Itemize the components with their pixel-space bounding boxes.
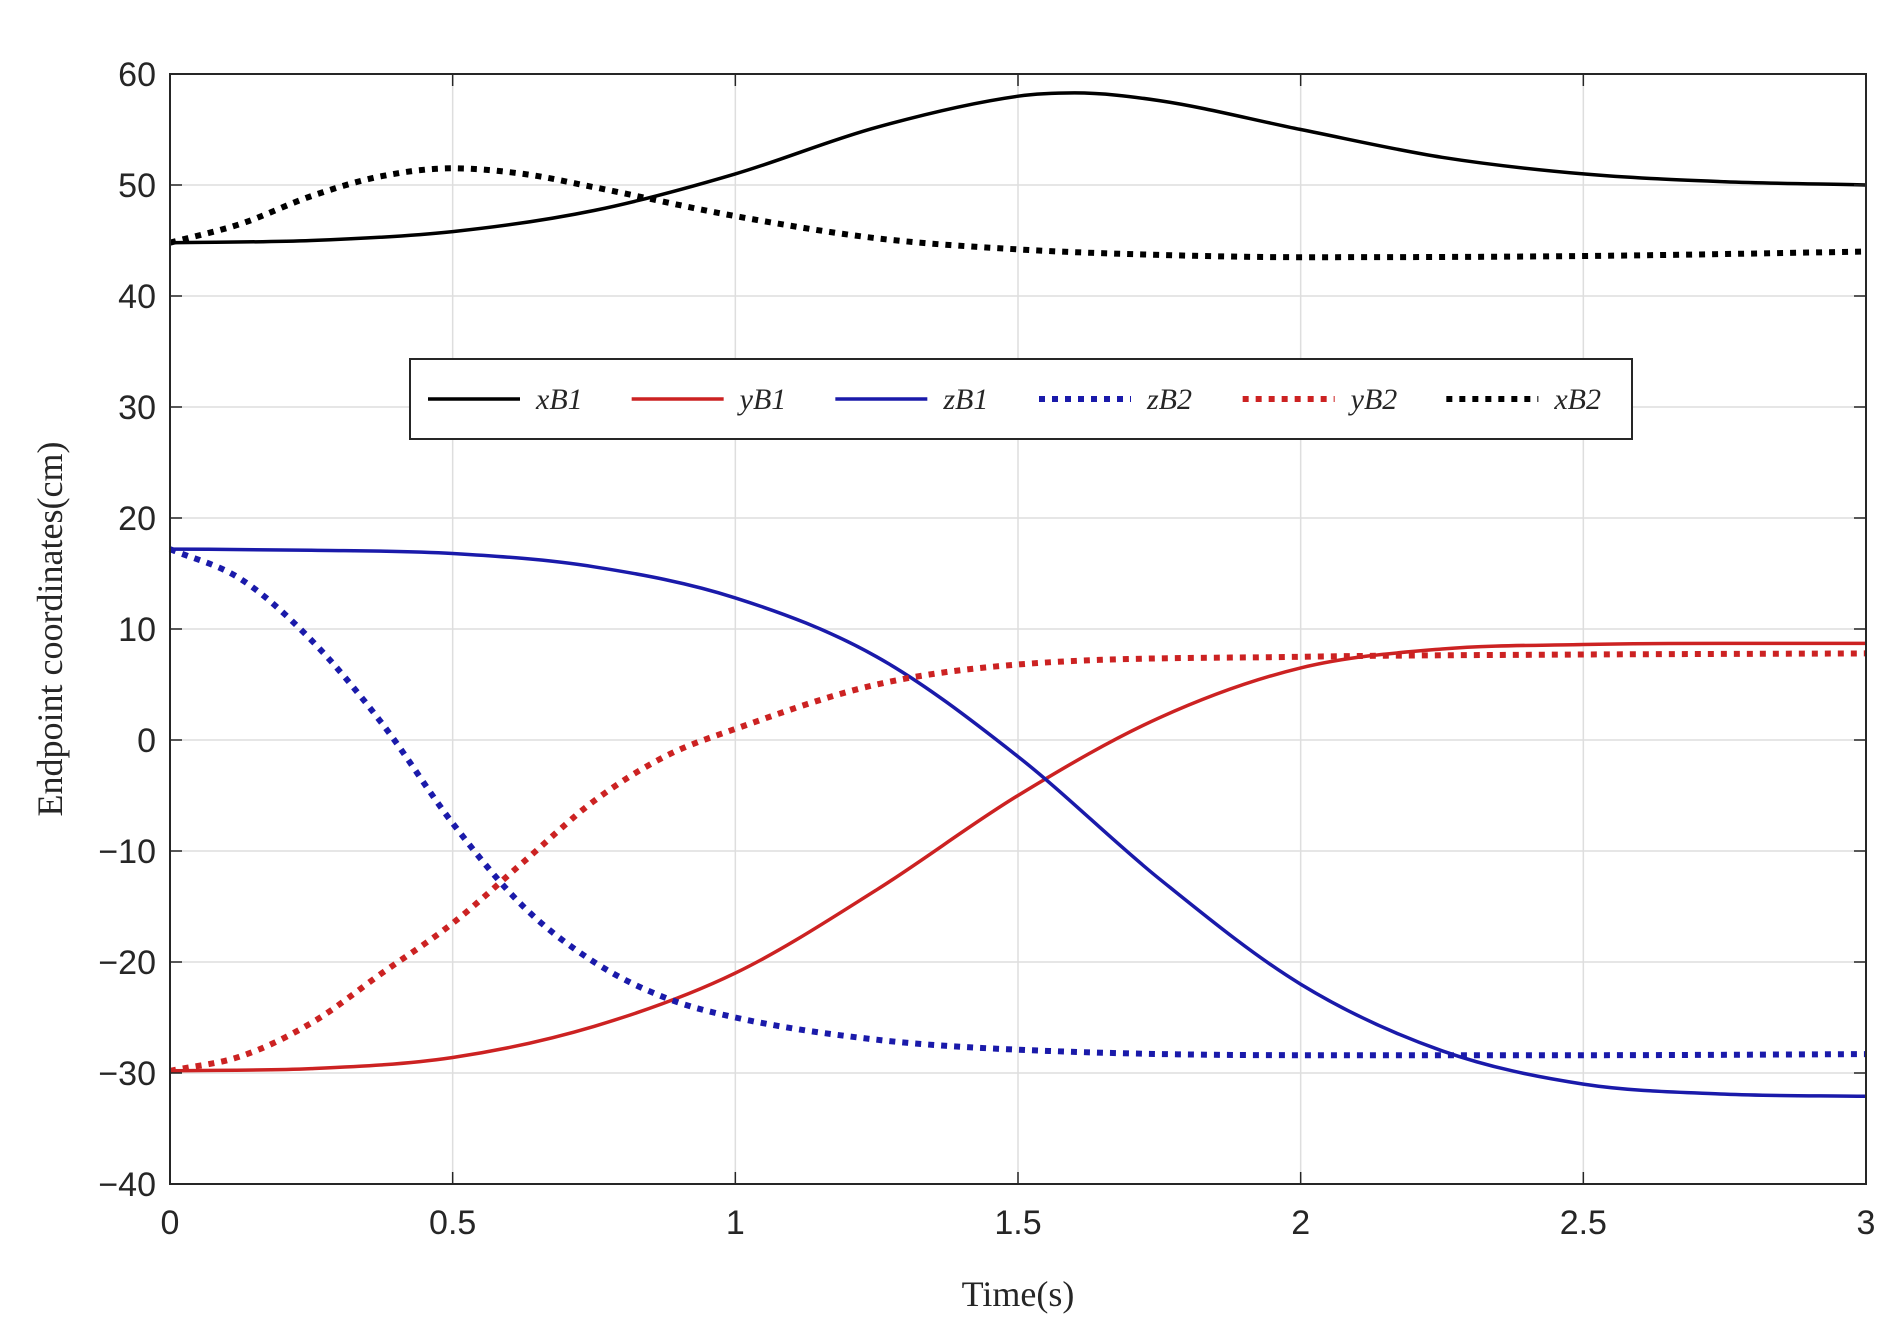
x-tick-label: 0 — [161, 1204, 180, 1242]
x-tick-label: 2.5 — [1560, 1204, 1607, 1242]
y-tick-label: 30 — [118, 389, 156, 427]
x-tick-label: 0.5 — [429, 1204, 476, 1242]
legend-box — [409, 358, 1633, 440]
axis-ticks: 0 0.5 1 1.5 2 2.5 3 −40 −30 −20 −10 0 10 20 30 40 50 60 — [98, 56, 1875, 1242]
y-tick-label: 10 — [118, 611, 156, 649]
legend-label-xB1: xB1 — [535, 383, 583, 416]
y-tick-label: −20 — [98, 944, 156, 982]
x-axis-title: Time(s) — [962, 1274, 1075, 1314]
y-tick-label: 60 — [118, 56, 156, 94]
x-tick-label: 2 — [1291, 1204, 1310, 1242]
legend-label-zB1: zB1 — [942, 383, 988, 416]
series-line-xB1 — [169, 91, 1867, 245]
series-line-yB1 — [169, 641, 1866, 1073]
y-tick-label: 50 — [118, 167, 156, 205]
legend-label-yB2: yB2 — [1348, 383, 1398, 416]
y-axis-title: Endpoint coordinates(cm) — [30, 442, 70, 817]
legend: xB1 yB1 zB1 zB2 yB2 xB2 — [409, 358, 1633, 440]
y-tick-label: 40 — [118, 278, 156, 316]
x-tick-label: 1.5 — [994, 1204, 1041, 1242]
series-lines — [168, 91, 1867, 1099]
legend-label-xB2: xB2 — [1553, 383, 1601, 416]
y-tick-label: −10 — [98, 833, 156, 871]
x-tick-label: 1 — [726, 1204, 745, 1242]
series-line-xB2 — [169, 165, 1867, 261]
y-tick-label: 0 — [137, 722, 156, 760]
series-line-zB1 — [169, 547, 1867, 1099]
y-tick-label: 20 — [118, 500, 156, 538]
y-tick-label: −40 — [98, 1166, 156, 1204]
series-line-yB2 — [169, 650, 1867, 1074]
y-tick-label: −30 — [98, 1055, 156, 1093]
legend-label-yB1: yB1 — [737, 383, 787, 416]
legend-label-zB2: zB2 — [1146, 383, 1192, 416]
x-tick-label: 3 — [1857, 1204, 1876, 1242]
series-line-zB2 — [168, 546, 1867, 1059]
